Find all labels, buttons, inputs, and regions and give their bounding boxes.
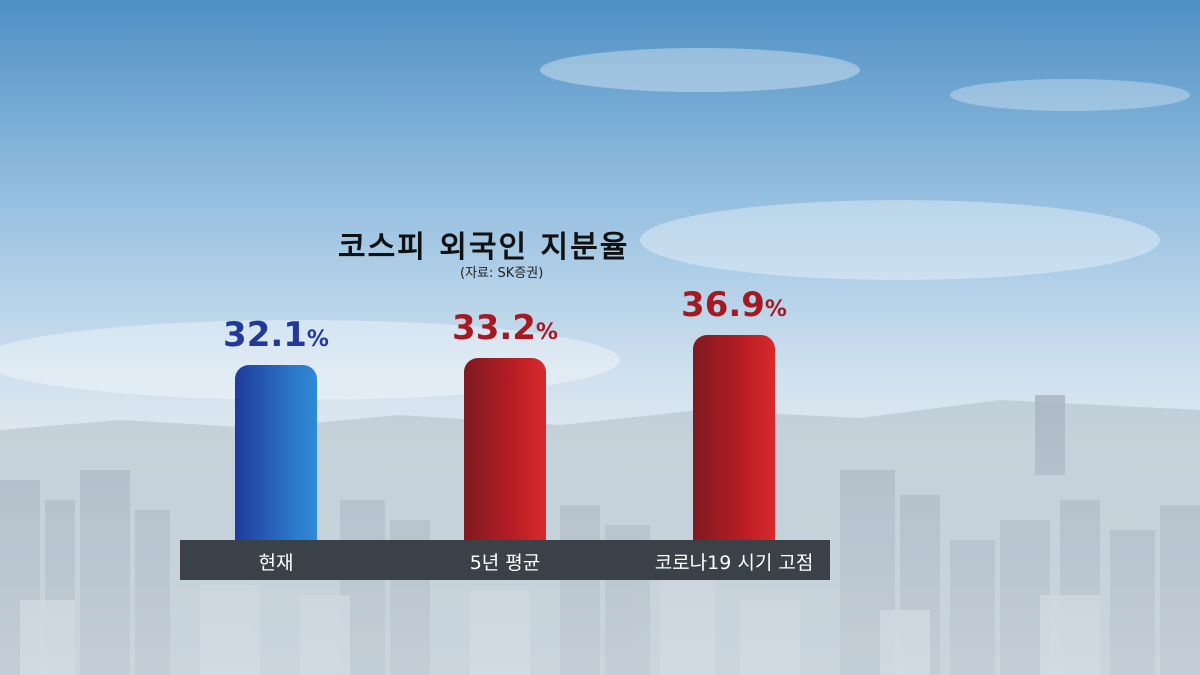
bar-1 [235, 365, 317, 540]
category-label-2: 5년 평균 [469, 552, 541, 574]
category-label-1: 현재 [258, 552, 294, 574]
chart-source: (자료: SK증권) [460, 266, 544, 281]
category-axis-band [180, 540, 830, 580]
bar-2 [464, 358, 546, 540]
value-label-2: 33.2% [425, 308, 585, 348]
value-label-1: 32.1% [196, 315, 356, 355]
value-number: 33.2 [452, 308, 536, 349]
bar-3 [693, 335, 775, 540]
value-unit: % [764, 297, 787, 322]
value-number: 32.1 [223, 315, 307, 356]
value-unit: % [306, 327, 329, 353]
value-unit: % [535, 320, 558, 346]
chart-title: 코스피 외국인 지분율 [338, 230, 630, 265]
value-label-3: 36.9% [654, 285, 814, 325]
value-number: 36.9 [681, 285, 765, 325]
category-label-3: 코로나19 시기 고점 [654, 552, 814, 574]
